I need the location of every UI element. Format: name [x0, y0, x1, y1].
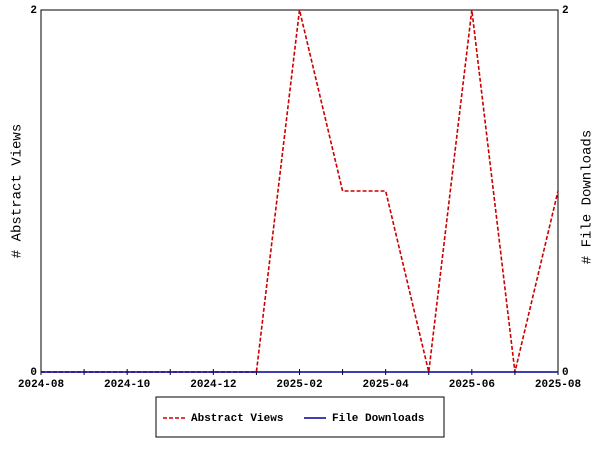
y-axis-title: # Abstract Views — [10, 124, 26, 258]
x-tick-label: 2025-02 — [276, 379, 322, 391]
y2-tick-label: 2 — [562, 5, 569, 17]
x-tick-label: 2024-12 — [190, 379, 236, 391]
y-tick-label: 0 — [30, 367, 37, 379]
y-tick-label: 2 — [30, 5, 37, 17]
y2-axis-title: # File Downloads — [580, 130, 596, 264]
series-line — [41, 9, 559, 373]
legend-label: File Downloads — [332, 413, 424, 425]
x-tick-label: 2024-10 — [104, 379, 150, 391]
legend-box — [155, 396, 445, 438]
legend-label: Abstract Views — [191, 413, 283, 425]
x-tick-label: 2025-04 — [363, 379, 410, 391]
x-tick-label: 2025-08 — [535, 379, 582, 391]
x-tick-label: 2025-06 — [449, 379, 495, 391]
y2-tick-label: 0 — [562, 367, 569, 379]
x-tick-label: 2024-08 — [18, 379, 65, 391]
plot-frame — [40, 9, 559, 373]
